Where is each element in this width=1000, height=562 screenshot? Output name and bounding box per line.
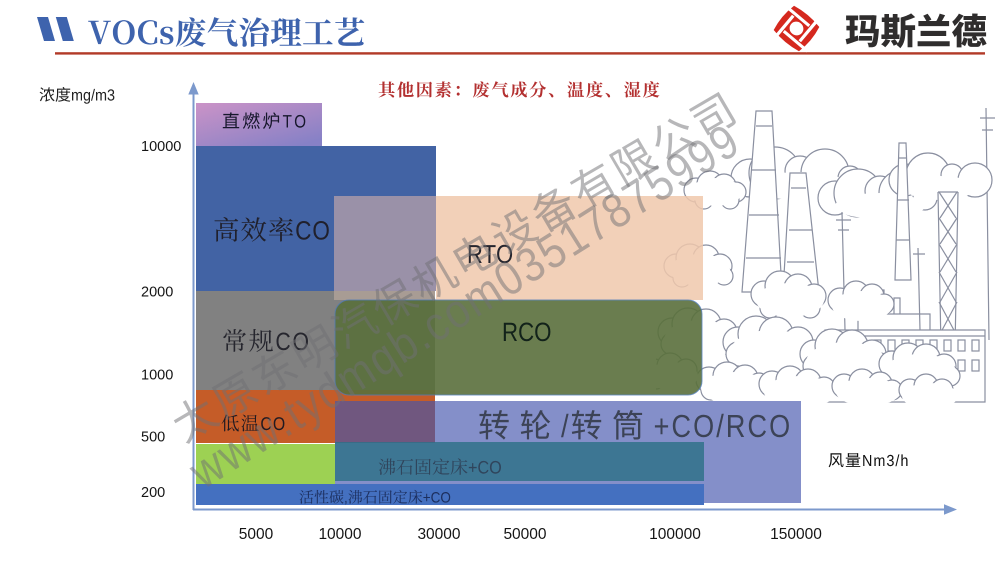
svg-text:200: 200 — [141, 485, 165, 501]
svg-text:10000: 10000 — [141, 139, 181, 155]
svg-text:10000: 10000 — [318, 526, 361, 543]
svg-text:30000: 30000 — [417, 526, 460, 543]
svg-text:5000: 5000 — [239, 526, 274, 543]
svg-text:500: 500 — [141, 430, 165, 446]
svg-text:50000: 50000 — [503, 526, 546, 543]
svg-text:100000: 100000 — [649, 526, 701, 543]
svg-text:2000: 2000 — [141, 285, 173, 301]
svg-text:150000: 150000 — [770, 526, 822, 543]
svg-text:1000: 1000 — [141, 368, 173, 384]
